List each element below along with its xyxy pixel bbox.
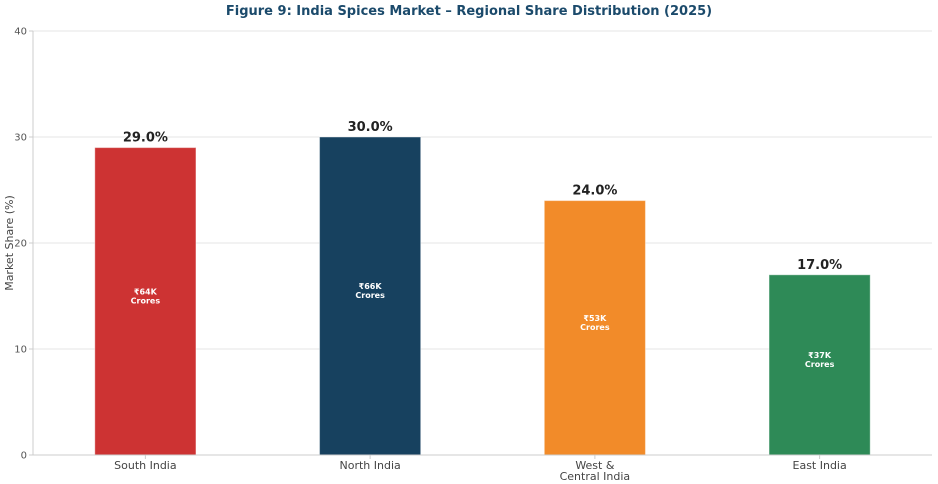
chart-title: Figure 9: India Spices Market – Regional… — [226, 4, 712, 19]
x-tick-label: South India — [114, 459, 176, 472]
x-tick-label: North India — [339, 459, 400, 472]
data-label: 24.0% — [572, 184, 617, 199]
y-tick-label: 20 — [14, 239, 27, 250]
y-tick-label: 30 — [14, 133, 27, 144]
y-tick-label: 0 — [21, 451, 27, 462]
data-label: 17.0% — [797, 258, 842, 273]
bar — [319, 136, 422, 456]
bar-value-label: ₹66K Crores — [355, 282, 385, 300]
bar-value-label: ₹53K Crores — [580, 314, 610, 332]
y-tick-label: 40 — [14, 27, 27, 38]
bar — [543, 200, 646, 456]
bars: 29.0% ₹64K Crores 30.0% ₹66K Crores 24.0% ₹53K C… — [94, 120, 871, 456]
data-label: 30.0% — [348, 120, 393, 135]
y-tick-label: 10 — [14, 345, 27, 356]
x-tick-label: West & Central India — [560, 459, 631, 483]
x-tick-label: East India — [793, 459, 847, 472]
data-label: 29.0% — [123, 131, 168, 146]
bar-value-label: ₹64K Crores — [131, 287, 161, 305]
bar — [94, 147, 197, 456]
y-axis-label: Market Share (%) — [3, 195, 16, 291]
bar-value-label: ₹37K Crores — [805, 351, 835, 369]
axes: 0 10 20 30 40 South India North India West & Cen… — [14, 27, 932, 483]
